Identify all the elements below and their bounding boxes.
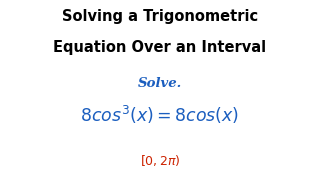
Text: $[0, 2\pi)$: $[0, 2\pi)$ [140, 153, 180, 168]
Text: Solve.: Solve. [138, 77, 182, 90]
Text: Equation Over an Interval: Equation Over an Interval [53, 40, 267, 55]
Text: Solving a Trigonometric: Solving a Trigonometric [62, 9, 258, 24]
Text: $8cos^{3}(x) = 8cos(x)$: $8cos^{3}(x) = 8cos(x)$ [80, 104, 240, 127]
